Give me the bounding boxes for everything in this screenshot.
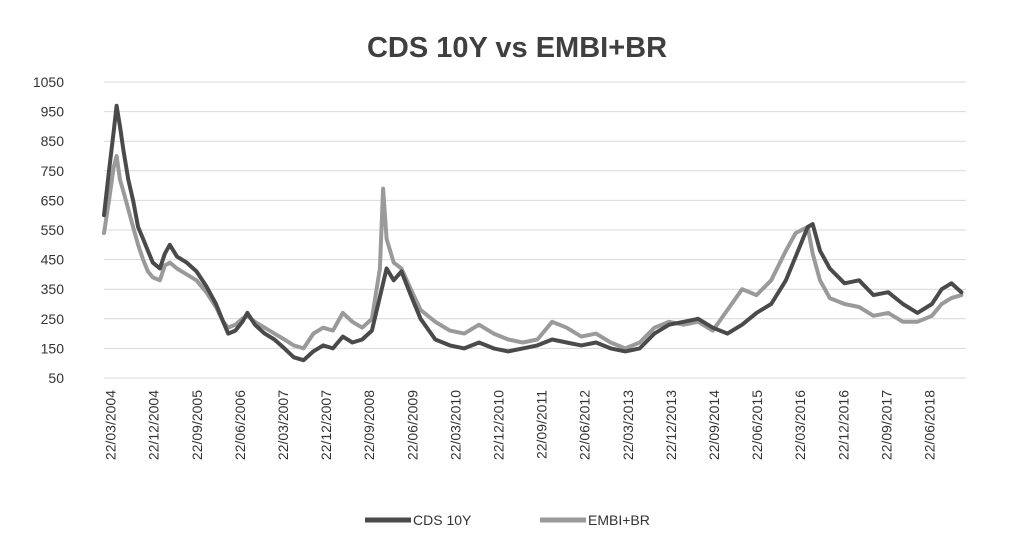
y-tick-label: 550	[41, 222, 65, 238]
y-tick-label: 750	[41, 163, 65, 179]
x-tick-label: 22/12/2013	[663, 390, 679, 460]
x-tick-label: 22/09/2017	[878, 390, 894, 460]
y-tick-label: 50	[48, 370, 64, 386]
x-tick-label: 22/12/2016	[835, 390, 851, 460]
chart-title: CDS 10Y vs EMBI+BR	[367, 32, 667, 64]
x-tick-label: 22/09/2005	[189, 390, 205, 460]
x-tick-label: 22/09/2014	[706, 390, 722, 460]
y-tick-label: 250	[41, 311, 65, 327]
y-tick-label: 1050	[33, 74, 64, 90]
x-tick-label: 22/06/2012	[577, 390, 593, 460]
x-tick-label: 22/03/2013	[620, 390, 636, 460]
x-tick-label: 22/06/2006	[232, 390, 248, 460]
x-tick-label: 22/12/2004	[146, 390, 162, 460]
x-tick-label: 22/12/2007	[318, 390, 334, 460]
y-tick-label: 150	[41, 340, 65, 356]
x-tick-label: 22/03/2010	[447, 390, 463, 460]
x-tick-label: 22/06/2009	[404, 390, 420, 460]
x-tick-label: 22/12/2010	[490, 390, 506, 460]
x-tick-label: 22/03/2007	[275, 390, 291, 460]
x-tick-label: 22/09/2008	[361, 390, 377, 460]
legend-label: CDS 10Y	[413, 512, 472, 528]
legend-label: EMBI+BR	[588, 512, 650, 528]
y-tick-label: 350	[41, 281, 65, 297]
x-tick-label: 22/03/2016	[792, 390, 808, 460]
y-tick-label: 450	[41, 252, 65, 268]
y-tick-label: 850	[41, 133, 65, 149]
x-tick-label: 22/06/2018	[921, 390, 937, 460]
x-tick-label: 22/09/2011	[534, 390, 550, 459]
y-tick-label: 950	[41, 104, 65, 120]
x-tick-label: 22/03/2004	[103, 390, 119, 460]
x-tick-label: 22/06/2015	[749, 390, 765, 460]
y-tick-label: 650	[41, 192, 65, 208]
